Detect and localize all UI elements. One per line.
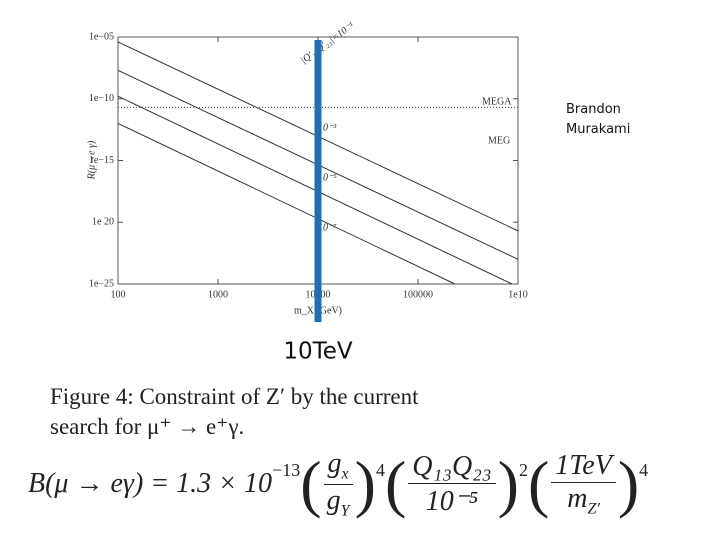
denominator-sub: Y <box>340 502 350 520</box>
y-axis-label: R(μ→e γ) <box>86 140 97 180</box>
series-label: 10⁻⁷ <box>318 222 337 233</box>
y-tick-label: 1e−05 <box>89 31 114 42</box>
denominator: gY <box>327 485 350 521</box>
denominator: mZ′ <box>567 483 600 519</box>
caption: Figure 4: Constraint of Z′ by the curren… <box>50 382 418 442</box>
caption-line: Figure 4: Constraint of Z′ by the curren… <box>50 384 419 409</box>
series-label: 10⁻³ <box>318 122 337 133</box>
formula-lhs: B(μ → eγ) = 1.3 × 10 <box>28 468 273 500</box>
side-note: Brandon Murakami <box>566 100 630 140</box>
paren: ) <box>497 448 519 520</box>
series-label: 10⁻⁵ <box>318 172 337 183</box>
marker-label: 10TeV <box>283 339 353 365</box>
paren: ( <box>384 448 407 520</box>
paren: ) <box>617 448 640 520</box>
y-tick-label: 1e−25 <box>89 278 114 289</box>
numerator-sub: x <box>341 465 349 483</box>
y-tick-label: 1e−10 <box>89 93 114 104</box>
x-tick-label: 1e10 <box>508 289 527 300</box>
paren: ( <box>527 448 550 520</box>
formula-exponent: −13 <box>272 459 301 480</box>
side-note-line: Brandon <box>566 102 621 117</box>
numerator: gx <box>323 448 353 485</box>
fraction: Q₁₃Q₂₃ 10⁻⁵ <box>408 450 496 518</box>
denominator-text: 10⁻⁵ <box>425 485 479 517</box>
reference-label: MEG <box>488 135 510 146</box>
power: 4 <box>639 459 649 480</box>
paren: ) <box>354 448 376 520</box>
power: 2 <box>518 459 528 480</box>
power: 4 <box>375 459 385 480</box>
side-note-line: Murakami <box>566 122 631 137</box>
numerator: Q₁₃Q₂₃ <box>408 450 496 484</box>
fraction: 1TeV mZ′ <box>551 450 616 519</box>
series-line <box>117 122 456 285</box>
denominator: 10⁻⁵ <box>426 484 479 518</box>
x-tick-label: 100000 <box>403 289 433 300</box>
numerator-text: 1TeV <box>555 449 612 481</box>
numerator: 1TeV <box>551 450 616 483</box>
x-tick-label: 100 <box>111 289 126 300</box>
series-label: |Q′₁₃Q′₂₃|=10⁻¹ <box>299 20 357 66</box>
x-tick-label: 1000 <box>208 289 228 300</box>
paren: ( <box>300 448 322 520</box>
y-tick-label: 1e 20 <box>92 217 114 228</box>
reference-label: MEGA <box>482 97 512 108</box>
formula: B(μ → eγ) = 1.3 × 10 −13(gx gY) 4(Q₁₃Q₂₃ 10⁻… <box>28 448 648 520</box>
denominator-sub: Z′ <box>587 500 600 518</box>
fraction: gx gY <box>323 448 353 521</box>
numerator-text: g <box>327 448 342 479</box>
caption-line: search for μ⁺ → e⁺γ. <box>50 414 245 439</box>
y-tick-label: 1e−15 <box>89 155 114 166</box>
denominator-text: m <box>567 482 588 514</box>
denominator-text: g <box>326 484 341 516</box>
numerator-text: Q₁₃Q₂₃ <box>412 450 492 482</box>
